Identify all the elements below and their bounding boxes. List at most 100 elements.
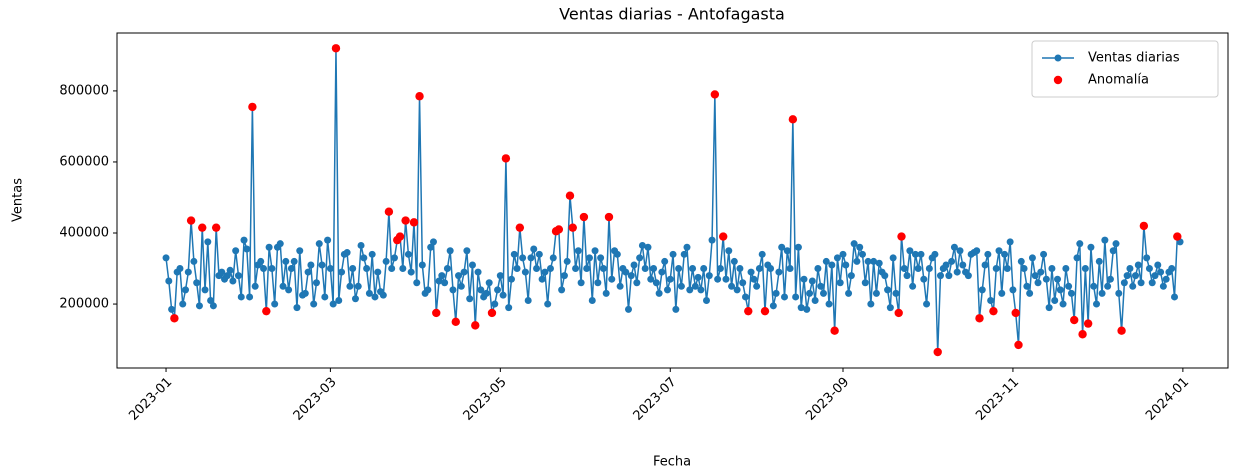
legend-box — [1031, 40, 1219, 98]
line-marker — [179, 300, 187, 308]
line-marker — [379, 291, 387, 299]
line-marker — [923, 300, 931, 308]
line-marker — [1095, 257, 1103, 265]
line-marker — [920, 275, 928, 283]
anomaly-point — [471, 321, 480, 330]
line-marker — [1087, 243, 1095, 251]
line-marker — [725, 247, 733, 255]
line-marker — [296, 247, 304, 255]
line-marker — [365, 289, 373, 297]
anomaly-point — [568, 223, 577, 232]
line-marker — [622, 268, 630, 276]
line-marker — [1026, 289, 1034, 297]
series-line — [165, 48, 1181, 353]
line-marker — [463, 247, 471, 255]
line-marker — [1134, 261, 1142, 269]
line-marker — [293, 304, 301, 312]
line-marker — [326, 265, 334, 273]
line-marker — [925, 265, 933, 273]
line-marker — [1159, 282, 1167, 290]
line-marker — [995, 247, 1003, 255]
line-marker — [1151, 272, 1159, 280]
line-marker — [338, 268, 346, 276]
line-marker — [549, 254, 557, 262]
line-marker — [541, 268, 549, 276]
line-marker — [1009, 286, 1017, 294]
line-marker — [1106, 275, 1114, 283]
line-marker — [889, 254, 897, 262]
line-marker — [193, 279, 201, 287]
line-marker — [981, 261, 989, 269]
line-marker — [585, 254, 593, 262]
line-marker — [839, 250, 847, 258]
line-marker — [714, 275, 722, 283]
line-marker — [1051, 297, 1059, 305]
line-marker — [357, 241, 365, 249]
line-marker — [494, 286, 502, 294]
line-marker — [335, 297, 343, 305]
line-marker — [950, 243, 958, 251]
line-marker — [533, 265, 541, 273]
line-marker — [190, 257, 198, 265]
anomaly-point — [211, 223, 221, 232]
line-marker — [312, 279, 320, 287]
y-axis-label: Ventas — [11, 178, 26, 222]
anomaly-point — [710, 90, 720, 99]
line-marker — [527, 254, 535, 262]
line-marker — [1006, 238, 1014, 246]
anomaly-point — [432, 308, 441, 318]
line-marker — [602, 289, 610, 297]
line-marker — [1017, 257, 1025, 265]
line-marker — [778, 243, 786, 251]
line-marker — [694, 273, 702, 281]
line-marker — [371, 293, 379, 301]
line-marker — [800, 275, 808, 283]
line-marker — [435, 277, 443, 285]
line-marker — [900, 265, 908, 273]
line-marker — [973, 247, 981, 255]
line-marker — [290, 257, 298, 265]
line-marker — [755, 265, 763, 273]
x-tick-label: 2023-11 — [973, 375, 1022, 424]
line-marker — [374, 268, 382, 276]
line-marker — [201, 286, 209, 294]
anomaly-point — [554, 225, 564, 234]
line-marker — [914, 265, 922, 273]
line-marker — [577, 279, 585, 287]
anomaly-point — [1117, 326, 1126, 335]
anomaly-point — [897, 232, 906, 241]
line-marker — [507, 275, 515, 283]
line-marker — [443, 265, 451, 273]
anomaly-point — [1139, 221, 1149, 231]
line-marker — [847, 272, 855, 280]
line-marker — [686, 286, 694, 294]
x-tick-label: 2024-01 — [1143, 375, 1192, 424]
line-marker — [207, 297, 215, 305]
line-marker — [867, 300, 875, 308]
line-marker — [558, 286, 566, 294]
line-marker — [644, 243, 652, 251]
line-marker — [218, 268, 226, 276]
line-marker — [457, 282, 465, 290]
line-marker — [987, 297, 995, 305]
line-marker — [1154, 261, 1162, 269]
line-marker — [608, 275, 616, 283]
line-marker — [964, 272, 972, 280]
x-tick-label: 2023-05 — [461, 375, 510, 424]
line-marker — [176, 265, 184, 273]
line-marker — [279, 282, 287, 290]
line-marker — [1040, 250, 1048, 258]
x-axis-label: Fecha — [653, 455, 691, 470]
line-marker — [739, 279, 747, 287]
line-marker — [321, 293, 329, 301]
line-marker — [881, 272, 889, 280]
line-marker — [911, 250, 919, 258]
line-marker — [1109, 247, 1117, 255]
line-marker — [182, 286, 190, 294]
line-marker — [909, 282, 917, 290]
line-marker — [792, 293, 800, 301]
line-marker — [886, 304, 894, 312]
line-marker — [1073, 254, 1081, 262]
line-marker — [708, 236, 716, 244]
line-marker — [861, 279, 869, 287]
